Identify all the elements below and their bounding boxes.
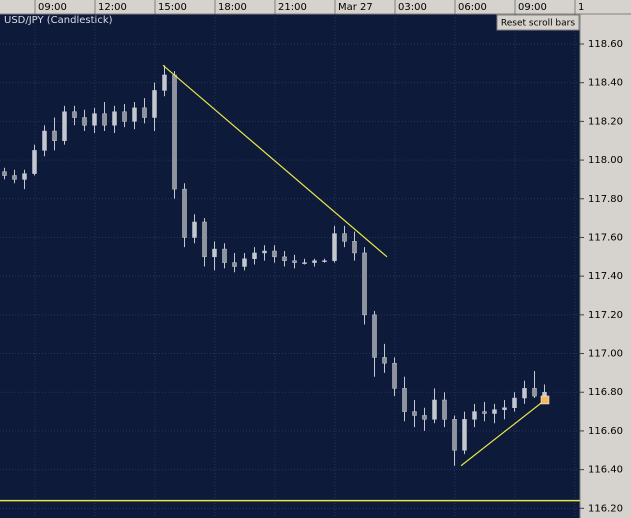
candle-body — [132, 107, 137, 122]
candle-body — [42, 130, 47, 151]
candle-body — [112, 111, 117, 126]
y-tick-label: 116.40 — [588, 465, 623, 476]
candle-body — [252, 252, 257, 259]
y-tick-label: 118.60 — [588, 39, 623, 50]
x-tick-label: 12:00 — [98, 2, 127, 13]
candle-body — [92, 113, 97, 126]
y-tick-label: 118.20 — [588, 116, 623, 127]
candle-body — [22, 173, 27, 180]
candle-body — [272, 250, 277, 258]
y-tick-label: 118.40 — [588, 78, 623, 89]
candle-body — [332, 233, 337, 261]
candle-body — [122, 111, 127, 122]
candle-body — [422, 415, 427, 420]
x-tick-label: 1 — [578, 2, 584, 13]
x-tick-label: 03:00 — [398, 2, 427, 13]
candle-body — [522, 388, 527, 399]
y-tick-label: 116.20 — [588, 503, 623, 514]
candle-body — [12, 175, 17, 180]
candle-body — [502, 407, 507, 410]
candle-body — [52, 130, 57, 141]
x-tick-label: 18:00 — [218, 2, 247, 13]
trend-line — [162, 64, 388, 258]
y-tick-label: 117.00 — [588, 349, 623, 360]
candle-body — [362, 252, 367, 316]
x-tick-label: 15:00 — [158, 2, 187, 13]
candle-body — [192, 221, 197, 238]
y-tick-label: 116.60 — [588, 426, 623, 437]
candle-body — [62, 111, 67, 141]
price-marker — [540, 395, 550, 405]
candle-body — [442, 399, 447, 420]
candle-body — [232, 262, 237, 267]
button-frame[interactable] — [496, 14, 580, 31]
candle-body — [152, 90, 157, 118]
candle-body — [302, 262, 307, 264]
candle-body — [2, 171, 7, 176]
candle-body — [432, 399, 437, 420]
y-tick-label: 118.00 — [588, 155, 623, 166]
candle-body — [142, 107, 147, 118]
candle-body — [162, 74, 167, 91]
candle-body — [312, 260, 317, 263]
labels: 116.20 116.40 116.60 116.80 117.00 117.20 117.… — [34, 0, 623, 514]
candle-body — [72, 111, 77, 118]
candle-body — [182, 188, 187, 238]
reset-button[interactable]: Reset scroll bars — [496, 14, 580, 31]
candle-body — [342, 233, 347, 242]
candle-body — [262, 250, 267, 254]
candle-body — [402, 388, 407, 412]
price-axis-bar — [580, 14, 631, 518]
y-tick-label: 117.80 — [588, 194, 623, 205]
candle-body — [392, 362, 397, 389]
candle-body — [292, 260, 297, 263]
candle-body — [212, 248, 217, 258]
candle-body — [462, 419, 467, 451]
y-tick-label: 116.80 — [588, 387, 623, 398]
candle-body — [352, 241, 357, 254]
x-tick-label: Mar 27 — [338, 2, 373, 13]
candle-body — [492, 409, 497, 414]
y-tick-label: 117.60 — [588, 232, 623, 243]
y-tick-label: 117.40 — [588, 271, 623, 282]
candle-body — [472, 411, 477, 420]
candle-body — [242, 258, 247, 267]
candle-body — [202, 221, 207, 258]
candle-body — [102, 113, 107, 126]
x-tick-label: 09:00 — [38, 2, 67, 13]
candle-body — [322, 260, 327, 262]
candle-body — [172, 74, 177, 190]
candle-body — [382, 357, 387, 364]
candle-body — [412, 411, 417, 416]
x-tick-label: 06:00 — [458, 2, 487, 13]
candle-body — [452, 419, 457, 451]
time-axis-bar — [0, 0, 631, 14]
candle-body — [282, 256, 287, 261]
candle-body — [532, 388, 537, 397]
candle-body — [512, 397, 517, 408]
chart-title: USD/JPY (Candlestick) — [4, 15, 113, 26]
x-tick-label: 21:00 — [278, 2, 307, 13]
candle-body — [372, 314, 377, 358]
candles — [0, 64, 580, 502]
x-tick-label: 09:00 — [518, 2, 547, 13]
candle-body — [32, 150, 37, 174]
candle-body — [542, 391, 547, 397]
candle-body — [222, 248, 227, 263]
candle-body — [482, 411, 487, 414]
candle-body — [82, 117, 87, 126]
trend-line — [460, 399, 546, 467]
button-label[interactable]: Reset scroll bars — [501, 19, 575, 29]
y-tick-label: 117.20 — [588, 310, 623, 321]
